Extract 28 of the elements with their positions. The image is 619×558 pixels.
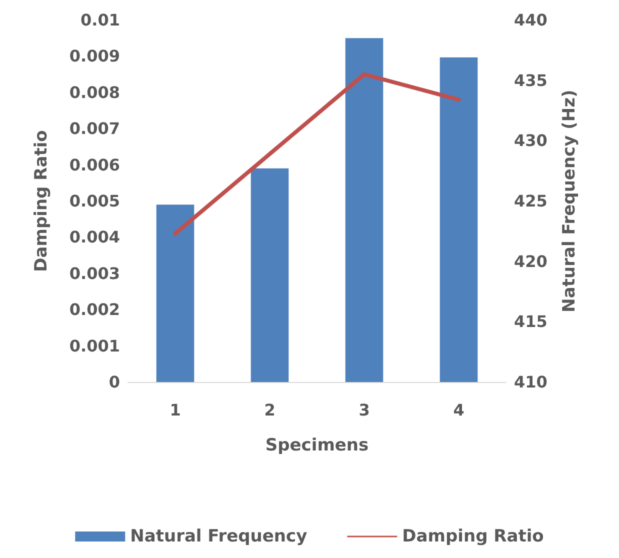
y-tick-label: 0.006: [69, 155, 120, 174]
y2-axis-title: Natural Frequency (Hz): [560, 90, 580, 312]
legend-label: Damping Ratio: [402, 526, 544, 546]
x-tick-label: 3: [358, 400, 370, 420]
y2-tick-label: 425: [514, 192, 548, 210]
y2-tick-label: 440: [514, 10, 548, 30]
y-tick-label: 0.008: [69, 82, 120, 102]
y-tick-label: 0.01: [80, 10, 120, 30]
y-tick-label: 0.001: [69, 336, 120, 356]
line-series: [173, 72, 461, 236]
y2-tick-label: 415: [514, 312, 548, 332]
y2-tick-label: 430: [514, 131, 548, 150]
y2-tick-label: 410: [514, 372, 548, 392]
x-tick-label: 1: [170, 400, 181, 420]
x-tick-label: 4: [453, 400, 464, 420]
y-tick-label: 0.003: [69, 264, 120, 283]
y-tick-label: 0.004: [69, 228, 120, 247]
y-tick-label: 0.009: [69, 46, 120, 66]
y-tick-label: 0.005: [69, 192, 120, 210]
y-tick-label: 0.002: [69, 300, 120, 320]
x-tick-label: 2: [264, 400, 276, 420]
legend-label: Natural Frequency: [130, 526, 308, 546]
y-tick-label: 0: [108, 372, 120, 392]
y-axis-title: Damping Ratio: [32, 130, 52, 272]
y2-tick-label: 435: [514, 70, 548, 90]
x-axis-title: Specimens: [265, 436, 369, 456]
y2-tick-label: 420: [514, 252, 548, 271]
y-tick-label: 0.007: [69, 119, 120, 138]
